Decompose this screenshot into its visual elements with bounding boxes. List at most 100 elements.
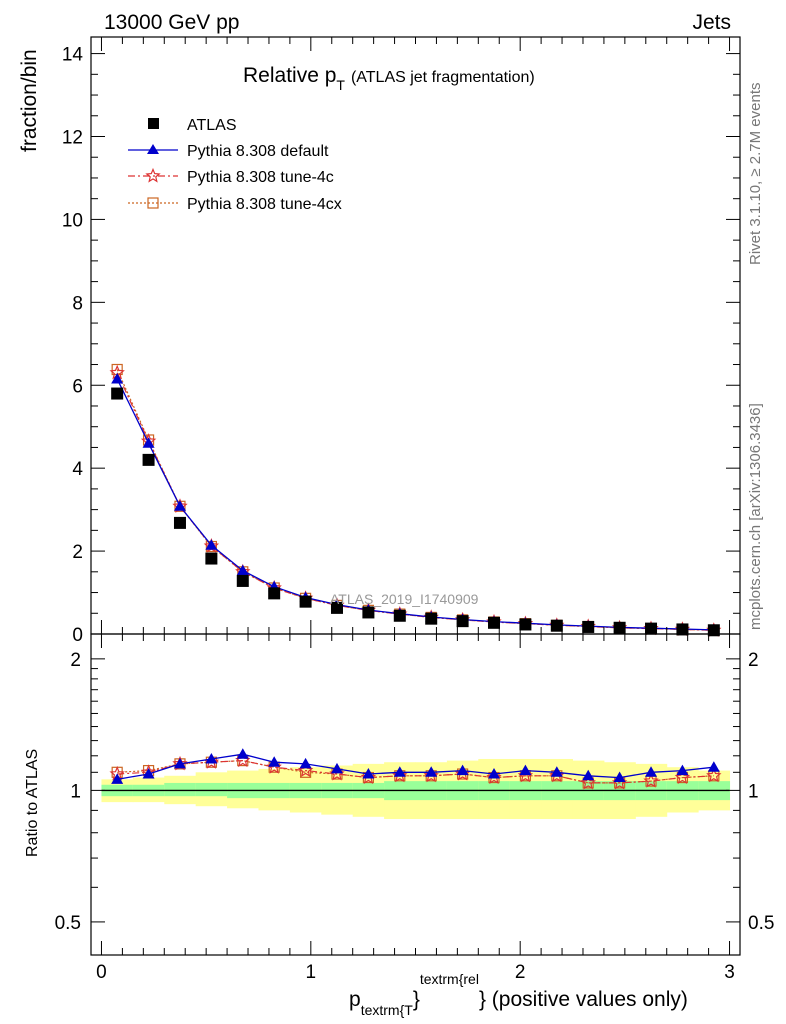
main-title: Relative pT (ATLAS jet fragmentation) bbox=[243, 64, 535, 93]
main-y-axis-label: fraction/bin bbox=[18, 49, 41, 152]
main-point-pythia-8-308-default bbox=[142, 437, 155, 448]
header-left: 13000 GeV pp bbox=[104, 11, 239, 34]
x-tick-label: 1 bbox=[306, 962, 317, 983]
main-y-tick-label: 10 bbox=[62, 210, 83, 231]
main-point-pythia-8-308-default bbox=[173, 500, 186, 511]
ratio-point-pythia-8-308-tune-4c bbox=[643, 773, 659, 788]
ratio-y-tick-label-right: 1 bbox=[748, 781, 759, 802]
main-axes: 0 2 4 6 8 10 12 14 bbox=[62, 37, 740, 646]
ratio-point-pythia-8-308-tune-4c bbox=[706, 767, 722, 783]
legend-label-tune4c: Pythia 8.308 tune-4c bbox=[187, 169, 334, 186]
legend-entry-tune4cx: Pythia 8.308 tune-4cx bbox=[128, 196, 342, 213]
ratio-point-pythia-8-308-default bbox=[111, 773, 124, 784]
main-point-atlas bbox=[676, 623, 689, 636]
ratio-line-pythia-8-308-default bbox=[117, 753, 714, 780]
ratio-point-pythia-8-308-tune-4c bbox=[674, 769, 691, 785]
main-point-pythia-8-308-default bbox=[236, 564, 249, 576]
main-point-atlas bbox=[236, 574, 249, 587]
ratio-point-pythia-8-308-default bbox=[425, 766, 438, 777]
main-point-atlas bbox=[362, 606, 375, 619]
main-y-tick-label: 2 bbox=[72, 542, 83, 563]
legend: ATLAS Pythia 8.308 default Pythia 8.308 … bbox=[128, 117, 342, 213]
ratio-uncertainty-bands bbox=[101, 758, 731, 820]
mcplots-label: mcplots.cern.ch [arXiv:1306.3436] bbox=[747, 403, 764, 630]
main-point-atlas bbox=[142, 453, 155, 466]
ratio-y-tick-label: 0.5 bbox=[55, 913, 81, 934]
ratio-panel: 0.5 0.5 1 1 2 2 0 1 2 3 Ratio to ATLAS ptextrm{T}… bbox=[24, 633, 774, 1018]
main-point-atlas bbox=[488, 616, 501, 629]
ratio-point-pythia-8-308-default bbox=[236, 748, 249, 759]
ratio-point-pythia-8-308-default bbox=[142, 768, 155, 779]
main-point-atlas bbox=[456, 615, 469, 628]
ratio-axes: 0.5 0.5 1 1 2 2 0 1 2 3 bbox=[55, 634, 774, 983]
ratio-point-pythia-8-308-default bbox=[676, 764, 689, 776]
ratio-line-pythia-8-308-tune-4c bbox=[117, 759, 714, 784]
x-axis-label: ptextrm{T}textrm{rel} (positive values o… bbox=[349, 971, 688, 1018]
main-point-atlas bbox=[268, 587, 281, 600]
main-y-tick-label: 14 bbox=[62, 45, 84, 66]
x-tick-label: 2 bbox=[515, 962, 526, 983]
main-point-atlas bbox=[173, 516, 186, 529]
main-y-tick-label: 8 bbox=[72, 293, 83, 314]
ratio-point-pythia-8-308-default bbox=[456, 764, 469, 776]
ratio-point-pythia-8-308-default bbox=[330, 762, 343, 774]
main-point-pythia-8-308-default bbox=[111, 373, 124, 384]
legend-entry-default: Pythia 8.308 default bbox=[128, 143, 329, 160]
ratio-point-pythia-8-308-default bbox=[268, 756, 281, 767]
ratio-point-pythia-8-308-default bbox=[519, 764, 532, 776]
ratio-point-pythia-8-308-tune-4c bbox=[423, 767, 439, 783]
ratio-point-pythia-8-308-default bbox=[393, 766, 406, 777]
ratio-point-pythia-8-308-default bbox=[299, 757, 312, 769]
ratio-point-pythia-8-308-default bbox=[173, 757, 186, 769]
main-y-tick-label: 12 bbox=[62, 128, 83, 149]
ratio-point-pythia-8-308-default bbox=[205, 752, 218, 764]
x-tick-label: 0 bbox=[96, 962, 107, 983]
legend-star-shape bbox=[145, 167, 161, 183]
ratio-point-pythia-8-308-tune-4c bbox=[454, 765, 471, 781]
main-point-atlas bbox=[645, 622, 658, 635]
ratio-plot-marks bbox=[109, 748, 722, 790]
main-point-atlas bbox=[582, 620, 595, 633]
main-point-atlas bbox=[550, 619, 563, 632]
ratio-y-axis-label: Ratio to ATLAS bbox=[24, 749, 41, 857]
legend-label-atlas: ATLAS bbox=[187, 117, 237, 134]
legend-marker-default bbox=[147, 144, 159, 154]
rivet-version-label: Rivet 3.1.10, ≥ 2.7M events bbox=[747, 83, 764, 266]
ratio-point-pythia-8-308-default bbox=[550, 766, 563, 777]
main-point-atlas bbox=[707, 624, 720, 637]
ratio-point-pythia-8-308-default bbox=[645, 766, 658, 777]
main-point-atlas bbox=[205, 552, 218, 565]
legend-marker-tune4c bbox=[145, 167, 161, 183]
header-right: Jets bbox=[692, 11, 731, 34]
ratio-y-tick-label-right: 2 bbox=[748, 650, 759, 671]
legend-marker-atlas bbox=[148, 118, 159, 129]
main-point-atlas bbox=[299, 595, 312, 608]
legend-marker-tune4cx bbox=[147, 197, 159, 209]
main-point-atlas bbox=[425, 612, 438, 625]
ratio-point-pythia-8-308-tune-4c bbox=[549, 767, 565, 783]
analysis-watermark: ATLAS_2019_I1740909 bbox=[330, 591, 479, 607]
x-tick-label: 3 bbox=[724, 962, 735, 983]
ratio-point-pythia-8-308-tune-4c bbox=[360, 769, 377, 785]
legend-label-default: Pythia 8.308 default bbox=[187, 143, 329, 160]
ratio-y-tick-label-right: 0.5 bbox=[748, 913, 774, 934]
main-point-atlas bbox=[330, 601, 343, 614]
main-panel: 0 2 4 6 8 10 12 14 Relative pT (ATLAS jet fragme… bbox=[18, 36, 741, 646]
ratio-point-pythia-8-308-tune-4c bbox=[297, 762, 314, 778]
ratio-point-pythia-8-308-tune-4c bbox=[580, 774, 596, 790]
main-point-atlas bbox=[111, 387, 124, 400]
ratio-y-tick-label: 1 bbox=[70, 781, 81, 802]
ratio-point-pythia-8-308-default bbox=[582, 769, 595, 781]
ratio-inner-band-bin bbox=[195, 782, 228, 797]
ratio-point-pythia-8-308-default bbox=[613, 771, 626, 783]
main-point-atlas bbox=[519, 618, 532, 631]
ratio-point-pythia-8-308-tune-4c bbox=[486, 769, 502, 785]
ratio-point-pythia-8-308-default bbox=[488, 768, 501, 779]
ratio-point-pythia-8-308-default bbox=[707, 761, 720, 772]
legend-entry-tune4c: Pythia 8.308 tune-4c bbox=[128, 167, 334, 186]
main-y-tick-label: 0 bbox=[72, 625, 83, 646]
main-point-atlas bbox=[613, 621, 626, 634]
legend-label-tune4cx: Pythia 8.308 tune-4cx bbox=[187, 196, 342, 213]
main-point-atlas bbox=[393, 609, 406, 622]
